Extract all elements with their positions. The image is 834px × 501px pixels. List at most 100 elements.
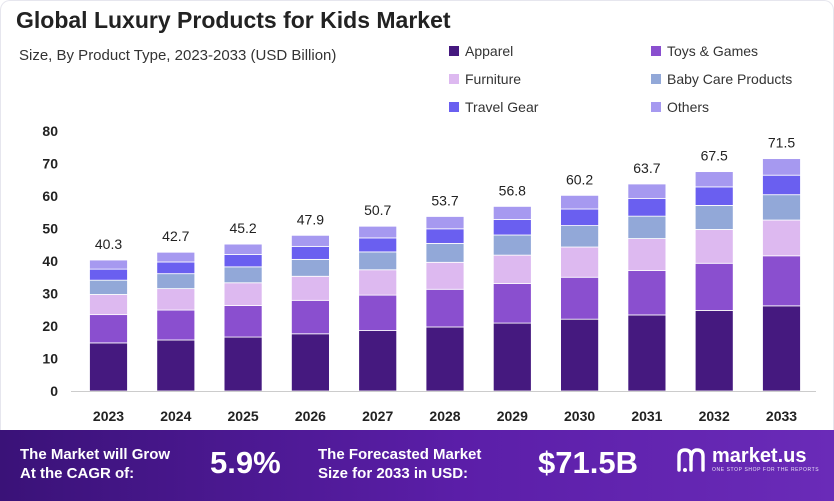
bar-segment-furniture — [156, 288, 196, 311]
bar-segment-baby-care-products — [425, 243, 465, 263]
y-tick-label: 10 — [42, 351, 58, 367]
chart-subtitle: Size, By Product Type, 2023-2033 (USD Bi… — [19, 47, 337, 64]
x-tick-label: 2025 — [228, 408, 259, 424]
legend-swatch — [651, 46, 661, 56]
bar-segment-apparel — [627, 314, 667, 392]
y-tick-label: 70 — [42, 156, 58, 172]
bar-segment-apparel — [425, 326, 465, 392]
bar-segment-baby-care-products — [762, 194, 801, 221]
legend: Apparel Toys & Games Furniture Baby Care Pr… — [1, 1, 834, 121]
forecast-label-line2: Size for 2033 in USD: — [318, 465, 469, 482]
forecast-value: $71.5B — [538, 445, 638, 480]
bar-segment-baby-care-products — [492, 234, 532, 256]
bar-segment-furniture — [762, 219, 801, 257]
legend-item-travel-gear: Travel Gear — [449, 99, 538, 115]
chart-card: Global Luxury Products for Kids Market S… — [0, 0, 834, 430]
bar-segment-baby-care-products — [223, 266, 263, 284]
market-us-logo-icon — [677, 448, 705, 472]
bar-segment-travel-gear — [290, 245, 330, 260]
y-tick-label: 20 — [42, 318, 58, 334]
bar-segment-furniture — [492, 254, 532, 284]
bar-segment-others — [89, 259, 128, 270]
bar-segment-travel-gear — [627, 198, 667, 217]
bar-segment-apparel — [156, 339, 196, 392]
bar-total-label: 47.9 — [297, 211, 324, 227]
bar-total-label: 60.2 — [566, 171, 593, 187]
chart-title: Global Luxury Products for Kids Market — [16, 7, 451, 33]
legend-label: Baby Care Products — [667, 71, 793, 87]
legend-item-furniture: Furniture — [449, 71, 521, 87]
bar-segment-travel-gear — [425, 228, 465, 244]
bar-segment-travel-gear — [762, 174, 801, 196]
legend-label: Apparel — [465, 43, 514, 59]
legend-label: Others — [667, 99, 710, 115]
bar-segment-apparel — [290, 333, 330, 392]
bar-segment-others — [223, 243, 263, 255]
legend-swatch — [651, 102, 661, 112]
legend-item-toys-games: Toys & Games — [651, 43, 758, 59]
legend-swatch — [449, 74, 459, 84]
bar-segment-travel-gear — [358, 237, 398, 253]
bar-segment-baby-care-products — [627, 215, 667, 239]
bar-segment-others — [627, 183, 667, 200]
bar-segment-travel-gear — [492, 218, 532, 236]
bar-segment-apparel — [694, 309, 734, 392]
y-tick-label: 0 — [50, 383, 58, 399]
y-tick-label: 40 — [42, 253, 58, 269]
legend-label: Travel Gear — [465, 99, 539, 115]
bar-segment-others — [290, 234, 330, 247]
bar-segment-travel-gear — [156, 261, 196, 275]
bar-segment-toys-games — [358, 294, 398, 331]
bar-segment-baby-care-products — [290, 258, 330, 277]
stacked-bar-chart: 0102030405060708040.3202342.7202445.2202… — [42, 123, 816, 424]
bar-segment-furniture — [560, 246, 599, 278]
legend-item-baby-care-products: Baby Care Products — [651, 71, 792, 87]
bar-total-label: 56.8 — [499, 182, 526, 198]
bar-segment-others — [156, 251, 196, 263]
bar-total-label: 50.7 — [364, 202, 391, 218]
bar-segment-others — [560, 194, 599, 210]
bar-segment-apparel — [492, 322, 532, 392]
y-tick-label: 60 — [42, 188, 58, 204]
bar-segment-travel-gear — [694, 186, 734, 206]
bar-segment-apparel — [358, 330, 398, 392]
x-tick-label: 2031 — [631, 408, 662, 424]
bar-segment-furniture — [290, 275, 330, 301]
legend-swatch — [449, 102, 459, 112]
bar-segment-toys-games — [492, 283, 532, 324]
bar-segment-toys-games — [694, 262, 734, 311]
cagr-value: 5.9% — [210, 445, 281, 480]
bar-segment-furniture — [425, 261, 465, 290]
legend-item-others: Others — [651, 99, 709, 115]
legend-item-apparel: Apparel — [449, 43, 513, 59]
legend-label: Toys & Games — [667, 43, 759, 59]
bar-segment-travel-gear — [223, 254, 263, 268]
bar-segment-travel-gear — [89, 268, 128, 281]
bar-total-label: 40.3 — [95, 236, 122, 252]
bar-segment-others — [694, 171, 734, 188]
bar-segment-apparel — [560, 318, 599, 392]
cagr-label: The Market will Grow At the CAGR of: — [20, 445, 170, 483]
bar-total-label: 42.7 — [162, 228, 189, 244]
y-tick-label: 30 — [42, 286, 58, 302]
brand-logo: market.us ONE STOP SHOP FOR THE REPORTS — [676, 446, 819, 474]
bar-segment-travel-gear — [560, 208, 599, 226]
x-tick-label: 2033 — [766, 408, 797, 424]
bar-segment-toys-games — [156, 309, 196, 341]
bar-segment-toys-games — [89, 314, 128, 344]
bar-segment-baby-care-products — [358, 251, 398, 271]
bar-total-label: 63.7 — [633, 160, 660, 176]
brand-tagline: ONE STOP SHOP FOR THE REPORTS — [712, 467, 820, 473]
y-tick-label: 80 — [42, 123, 58, 139]
cagr-label-line2: At the CAGR of: — [20, 465, 135, 482]
bar-segment-furniture — [627, 238, 667, 271]
bar-segment-toys-games — [425, 288, 465, 328]
bar-segment-toys-games — [290, 299, 330, 335]
bar-total-label: 53.7 — [431, 192, 458, 208]
bar-segment-toys-games — [762, 255, 801, 307]
bar-segment-others — [492, 205, 532, 220]
legend-swatch — [651, 74, 661, 84]
x-tick-label: 2030 — [564, 408, 595, 424]
bar-total-label: 71.5 — [768, 135, 795, 151]
x-tick-label: 2029 — [497, 408, 528, 424]
